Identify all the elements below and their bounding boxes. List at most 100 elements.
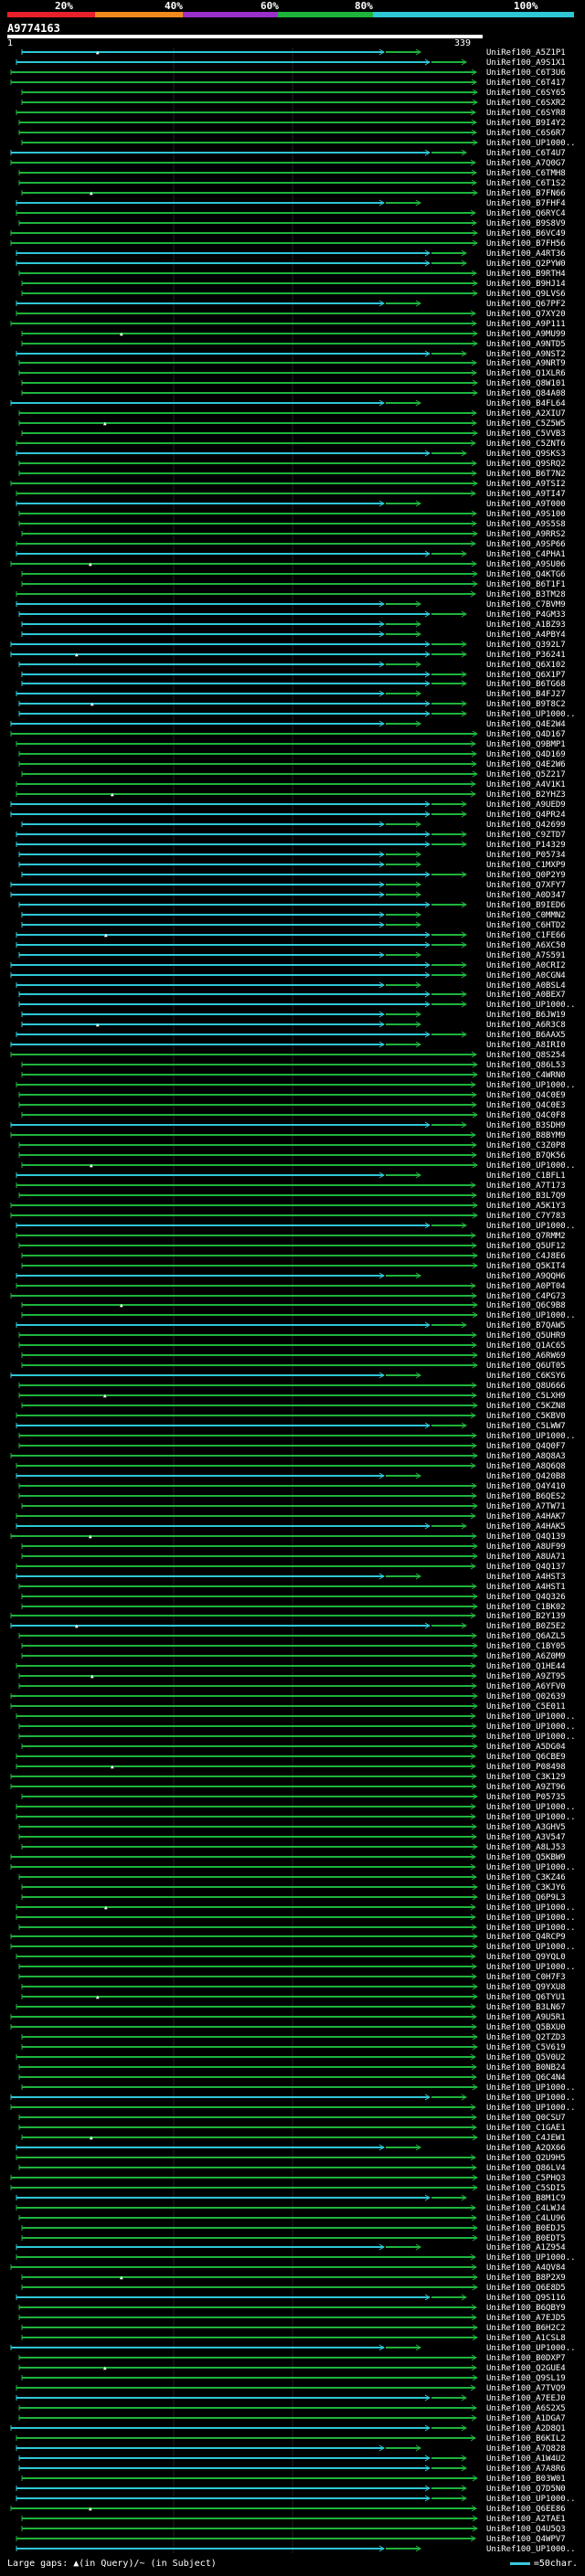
hit-row[interactable]: UniRef100_Q5KIT4 bbox=[21, 1262, 566, 1271]
hit-label[interactable]: UniRef100_Q6P9L3 bbox=[486, 1893, 566, 1903]
hit-label[interactable]: UniRef100_B9HJ14 bbox=[486, 280, 566, 289]
hit-label[interactable]: UniRef100_A4PBY4 bbox=[486, 631, 566, 640]
hit-label[interactable]: UniRef100_B9T8C2 bbox=[486, 700, 566, 709]
hit-row[interactable]: UniRef100_A8UA71 bbox=[21, 1553, 566, 1562]
hit-label[interactable]: UniRef100_C3KZ46 bbox=[486, 1873, 566, 1882]
hit-row[interactable]: UniRef100_Q6X1P7 bbox=[21, 671, 566, 680]
hit-row[interactable]: UniRef100_B03W01 bbox=[21, 2475, 566, 2484]
hit-row[interactable]: UniRef100_A1DGA7 bbox=[18, 2414, 566, 2423]
hit-row[interactable]: UniRef100_B6H2C2 bbox=[21, 2324, 566, 2333]
hit-row[interactable]: UniRef100_A9UED9 bbox=[10, 800, 566, 810]
hit-label[interactable]: UniRef100_B6T7N2 bbox=[486, 470, 566, 479]
hit-label[interactable]: UniRef100_C4J8E6 bbox=[486, 1252, 566, 1261]
hit-row[interactable]: UniRef100_A2XIU7 bbox=[18, 409, 566, 419]
hit-label[interactable]: UniRef100_A7Q0G7 bbox=[486, 159, 566, 168]
hit-label[interactable]: UniRef100_C5ZNT6 bbox=[486, 440, 566, 449]
hit-row[interactable]: UniRef100_UP1000.. bbox=[18, 1963, 576, 1972]
hit-row[interactable]: UniRef100_C6T417 bbox=[10, 79, 566, 88]
hit-row[interactable]: UniRef100_C1GAE1 bbox=[18, 2124, 566, 2133]
hit-row[interactable]: UniRef100_A3V547 bbox=[18, 1833, 566, 1842]
hit-row[interactable]: UniRef100_B9RTH4 bbox=[18, 270, 566, 279]
hit-row[interactable]: UniRef100_UP1000.. bbox=[18, 1733, 576, 1742]
hit-row[interactable]: UniRef100_A6XC50 bbox=[16, 941, 566, 950]
hit-label[interactable]: UniRef100_C6SYR8 bbox=[486, 109, 566, 118]
hit-label[interactable]: UniRef100_Q9BMP1 bbox=[486, 740, 566, 749]
hit-row[interactable]: UniRef100_C0MMN2 bbox=[21, 911, 566, 920]
hit-label[interactable]: UniRef100_B6T1F1 bbox=[486, 580, 566, 589]
hit-row[interactable]: UniRef100_Q9YXU8 bbox=[21, 1983, 566, 1992]
hit-row[interactable]: UniRef100_A2D8Q1 bbox=[10, 2424, 566, 2433]
hit-label[interactable]: UniRef100_Q2PYW0 bbox=[486, 260, 566, 269]
hit-row[interactable]: UniRef100_UP1000.. bbox=[10, 1863, 576, 1872]
hit-row[interactable]: UniRef100_C5E011 bbox=[10, 1702, 566, 1712]
hit-row[interactable]: UniRef100_Q4RCP9 bbox=[10, 1933, 566, 1942]
hit-label[interactable]: UniRef100_B6VC49 bbox=[486, 229, 566, 239]
hit-label[interactable]: UniRef100_Q4Y410 bbox=[486, 1482, 566, 1491]
hit-row[interactable]: UniRef100_C4LU96 bbox=[18, 2214, 566, 2223]
hit-row[interactable]: ▲ UniRef100_P36241 bbox=[10, 651, 566, 660]
hit-row[interactable]: UniRef100_B3L7Q9 bbox=[18, 1192, 566, 1201]
hit-label[interactable]: UniRef100_C5VVB3 bbox=[486, 429, 566, 439]
hit-row[interactable]: UniRef100_UP1000.. bbox=[16, 1222, 576, 1231]
hit-label[interactable]: UniRef100_C5LWW7 bbox=[486, 1422, 566, 1431]
hit-label[interactable]: UniRef100_A3GHV5 bbox=[486, 1823, 566, 1832]
hit-row[interactable]: ▲ UniRef100_Q6EE86 bbox=[10, 2505, 566, 2514]
hit-row[interactable]: UniRef100_Q4Q137 bbox=[16, 1563, 566, 1572]
hit-row[interactable]: UniRef100_B6VC49 bbox=[10, 229, 566, 239]
hit-row[interactable]: UniRef100_A8Q8A3 bbox=[10, 1452, 566, 1461]
hit-row[interactable]: UniRef100_Q4Q0F7 bbox=[18, 1442, 566, 1451]
hit-label[interactable]: UniRef100_B7FN66 bbox=[486, 189, 566, 198]
hit-row[interactable]: UniRef100_C6KSY6 bbox=[10, 1372, 566, 1381]
hit-row[interactable]: UniRef100_Q6E8D5 bbox=[21, 2284, 566, 2293]
hit-label[interactable]: UniRef100_UP1000.. bbox=[486, 2094, 576, 2103]
hit-row[interactable]: UniRef100_A5K1Y3 bbox=[10, 1202, 566, 1211]
hit-label[interactable]: UniRef100_UP1000.. bbox=[486, 1081, 576, 1090]
hit-row[interactable]: UniRef100_UP1000.. bbox=[16, 1913, 576, 1923]
hit-row[interactable]: UniRef100_Q42699 bbox=[21, 821, 566, 830]
hit-label[interactable]: UniRef100_Q9LVS6 bbox=[486, 290, 566, 299]
hit-label[interactable]: UniRef100_C0H7F3 bbox=[486, 1973, 566, 1982]
hit-row[interactable]: UniRef100_A7TVQ9 bbox=[16, 2384, 566, 2393]
hit-row[interactable]: UniRef100_A8UF99 bbox=[21, 1542, 566, 1552]
hit-row[interactable]: UniRef100_UP1000.. bbox=[18, 1723, 576, 1732]
hit-label[interactable]: UniRef100_C4WRN0 bbox=[486, 1071, 566, 1080]
hit-row[interactable]: UniRef100_A9T000 bbox=[16, 500, 566, 509]
hit-label[interactable]: UniRef100_A9UED9 bbox=[486, 800, 566, 810]
hit-row[interactable]: UniRef100_Q86L53 bbox=[21, 1061, 566, 1070]
hit-row[interactable]: UniRef100_Q8U666 bbox=[18, 1382, 566, 1391]
hit-row[interactable]: UniRef100_A4HAK7 bbox=[16, 1512, 566, 1521]
hit-row[interactable]: UniRef100_A9ZT96 bbox=[10, 1783, 566, 1792]
hit-label[interactable]: UniRef100_Q7XFY7 bbox=[486, 881, 566, 890]
hit-row[interactable]: UniRef100_Q02639 bbox=[10, 1692, 566, 1701]
hit-row[interactable]: UniRef100_Q2PYW0 bbox=[16, 260, 566, 269]
hit-label[interactable]: UniRef100_A8LJ53 bbox=[486, 1843, 566, 1852]
hit-row[interactable]: UniRef100_A7TW71 bbox=[21, 1502, 566, 1511]
hit-label[interactable]: UniRef100_B4FJ27 bbox=[486, 690, 566, 699]
hit-label[interactable]: UniRef100_P05735 bbox=[486, 1793, 566, 1802]
hit-label[interactable]: UniRef100_A0CRI2 bbox=[486, 961, 566, 970]
hit-row[interactable]: ▲ UniRef100_Q2GUE4 bbox=[18, 2364, 566, 2373]
hit-row[interactable]: UniRef100_UP1000.. bbox=[16, 1712, 576, 1722]
hit-label[interactable]: UniRef100_A8UA71 bbox=[486, 1553, 566, 1562]
hit-label[interactable]: UniRef100_C6T3U6 bbox=[486, 69, 566, 78]
hit-row[interactable]: UniRef100_Q5BXU0 bbox=[10, 2023, 566, 2032]
hit-row[interactable]: ▲ UniRef100_C5Z5W5 bbox=[18, 419, 566, 429]
hit-row[interactable]: UniRef100_Q4KTG6 bbox=[21, 570, 566, 579]
hit-label[interactable]: UniRef100_Q2U9H5 bbox=[486, 2154, 566, 2163]
hit-row[interactable]: UniRef100_A9NST2 bbox=[16, 350, 566, 359]
hit-label[interactable]: UniRef100_UP1000.. bbox=[486, 2344, 576, 2353]
hit-label[interactable]: UniRef100_Q9YQL0 bbox=[486, 1953, 566, 1962]
hit-label[interactable]: UniRef100_UP1000.. bbox=[486, 1733, 576, 1742]
hit-row[interactable]: ▲ UniRef100_A5Z1P1 bbox=[21, 48, 566, 58]
hit-row[interactable]: UniRef100_UP1000.. bbox=[16, 1803, 576, 1812]
hit-row[interactable]: UniRef100_B3TM28 bbox=[16, 590, 566, 599]
hit-row[interactable]: UniRef100_B9S8V9 bbox=[18, 219, 566, 228]
hit-label[interactable]: UniRef100_Q67PF2 bbox=[486, 300, 566, 309]
hit-row[interactable]: UniRef100_Q5Z217 bbox=[21, 770, 566, 779]
hit-row[interactable]: UniRef100_A6RW69 bbox=[21, 1352, 566, 1361]
hit-row[interactable]: UniRef100_B6T7N2 bbox=[18, 470, 566, 479]
hit-row[interactable]: UniRef100_B9I4Y2 bbox=[18, 119, 566, 128]
hit-label[interactable]: UniRef100_Q8S254 bbox=[486, 1051, 566, 1060]
hit-row[interactable]: UniRef100_B4FJ27 bbox=[16, 690, 566, 699]
hit-label[interactable]: UniRef100_C6T1S2 bbox=[486, 179, 566, 188]
